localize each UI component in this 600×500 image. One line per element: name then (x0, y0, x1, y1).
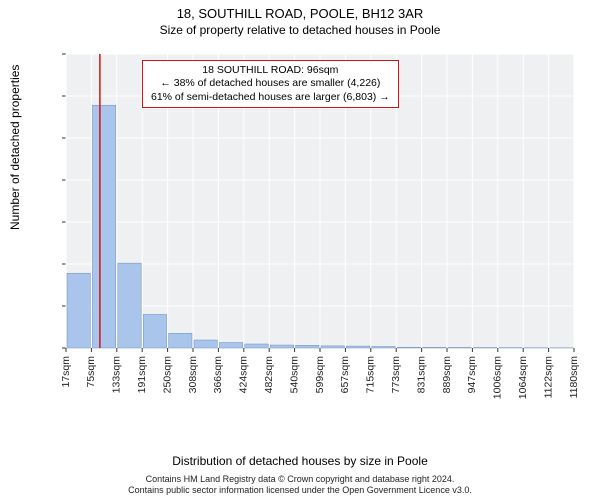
footer-line1: Contains HM Land Registry data © Crown c… (0, 474, 600, 485)
svg-text:889sqm: 889sqm (441, 356, 453, 394)
svg-text:715sqm: 715sqm (365, 356, 377, 394)
svg-text:366sqm: 366sqm (212, 356, 224, 394)
svg-text:947sqm: 947sqm (466, 356, 478, 394)
annotation-line1: 18 SOUTHILL ROAD: 96sqm (151, 64, 390, 77)
svg-text:599sqm: 599sqm (314, 356, 326, 394)
y-axis-label: Number of detached properties (8, 65, 22, 230)
svg-text:1122sqm: 1122sqm (542, 356, 554, 399)
svg-text:1006sqm: 1006sqm (492, 356, 504, 399)
svg-text:308sqm: 308sqm (187, 356, 199, 394)
svg-text:17sqm: 17sqm (60, 356, 72, 388)
svg-text:250sqm: 250sqm (161, 356, 173, 394)
footer-attribution: Contains HM Land Registry data © Crown c… (0, 474, 600, 497)
chart-title-sub: Size of property relative to detached ho… (0, 21, 600, 41)
svg-text:1180sqm: 1180sqm (568, 356, 580, 399)
svg-text:482sqm: 482sqm (263, 356, 275, 394)
svg-text:831sqm: 831sqm (415, 356, 427, 394)
annotation-line2: ← 38% of detached houses are smaller (4,… (151, 77, 390, 90)
svg-text:540sqm: 540sqm (288, 356, 300, 394)
annotation-box: 18 SOUTHILL ROAD: 96sqm ← 38% of detache… (142, 60, 399, 108)
x-axis-label: Distribution of detached houses by size … (0, 454, 600, 468)
chart-title-main: 18, SOUTHILL ROAD, POOLE, BH12 3AR (0, 0, 600, 21)
svg-text:773sqm: 773sqm (390, 356, 402, 394)
svg-text:424sqm: 424sqm (238, 356, 250, 394)
svg-text:657sqm: 657sqm (339, 356, 351, 394)
svg-text:133sqm: 133sqm (111, 356, 123, 394)
svg-text:75sqm: 75sqm (85, 356, 97, 388)
svg-text:1064sqm: 1064sqm (517, 356, 529, 399)
svg-text:191sqm: 191sqm (136, 356, 148, 394)
annotation-line3: 61% of semi-detached houses are larger (… (151, 91, 390, 104)
footer-line2: Contains public sector information licen… (0, 485, 600, 496)
